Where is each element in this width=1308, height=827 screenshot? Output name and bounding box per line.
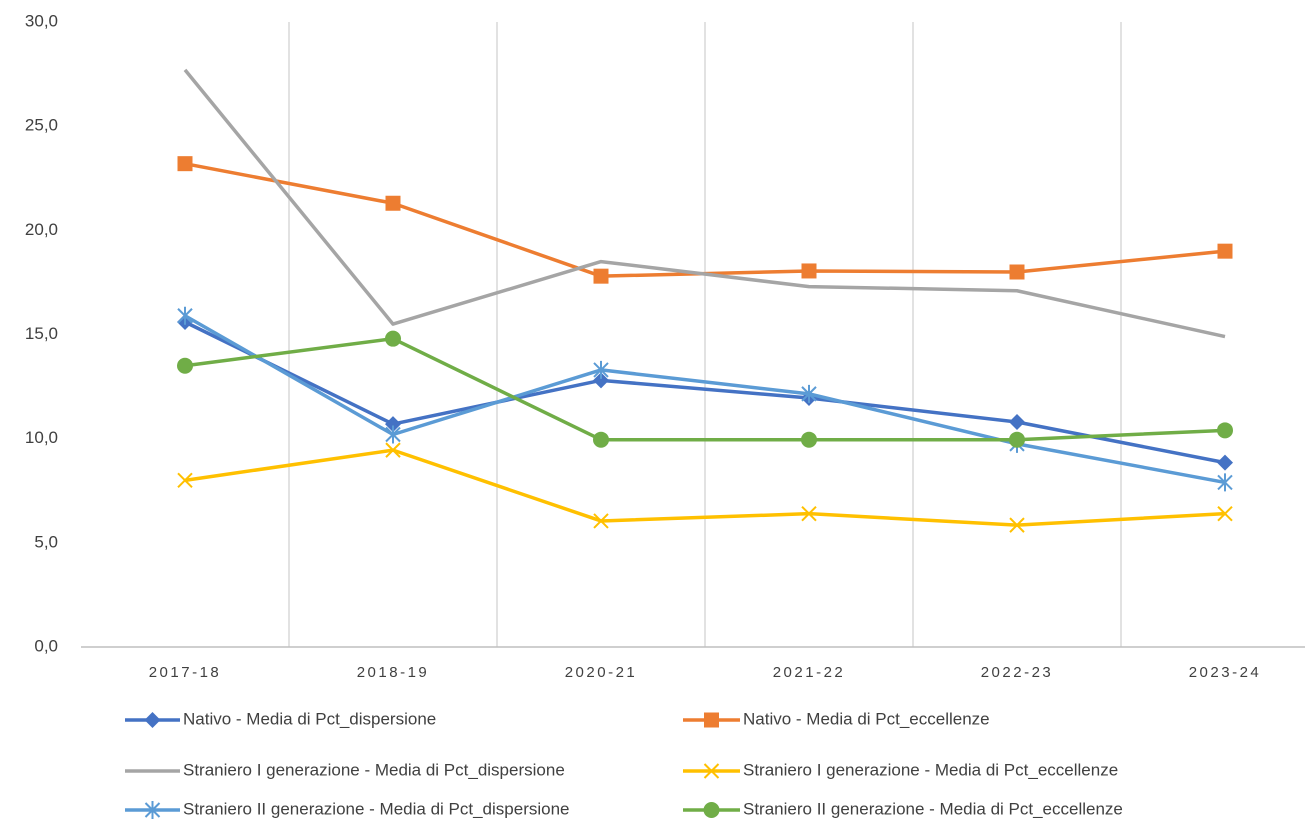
marker	[593, 268, 609, 284]
series-line	[183, 68, 1226, 339]
marker	[177, 357, 193, 374]
marker	[1009, 431, 1025, 448]
y-tick-label: 10,0	[25, 428, 58, 447]
series-line	[184, 448, 1226, 527]
y-tick-label: 15,0	[25, 324, 58, 343]
y-tick-label: 5,0	[34, 532, 58, 551]
marker	[593, 360, 609, 379]
legend-label: Straniero I generazione - Media di Pct_d…	[183, 760, 565, 779]
legend-marker	[144, 712, 161, 728]
marker	[177, 156, 193, 172]
marker	[593, 372, 609, 389]
series	[177, 330, 1233, 448]
marker	[593, 431, 609, 448]
marker	[801, 505, 817, 522]
legend-item: Straniero II generazione - Media di Pct_…	[125, 799, 570, 819]
marker	[1217, 505, 1233, 522]
x-tick-label: 2023-24	[1189, 664, 1262, 681]
marker	[801, 263, 817, 279]
marker	[593, 513, 609, 529]
marker	[801, 384, 817, 403]
legend-label: Straniero II generazione - Media di Pct_…	[743, 799, 1123, 818]
legend-label: Nativo - Media di Pct_eccellenze	[743, 709, 990, 728]
series-line	[184, 320, 1226, 465]
marker	[1217, 473, 1233, 492]
legend-label: Straniero I generazione - Media di Pct_e…	[743, 760, 1118, 779]
marker	[1009, 517, 1025, 533]
y-tick-label: 30,0	[25, 11, 58, 30]
legend-marker	[703, 763, 720, 779]
legend-label: Nativo - Media di Pct_dispersione	[183, 709, 436, 728]
legend-item: Straniero I generazione - Media di Pct_d…	[125, 760, 565, 779]
y-tick-label: 25,0	[25, 116, 58, 135]
marker	[1009, 264, 1025, 280]
marker	[385, 416, 401, 433]
marker	[1217, 454, 1233, 471]
marker	[801, 431, 817, 448]
legend-item: Straniero II generazione - Media di Pct_…	[683, 799, 1123, 818]
series-line	[184, 336, 1226, 442]
x-tick-label: 2022-23	[981, 664, 1054, 681]
legend-item: Nativo - Media di Pct_eccellenze	[683, 709, 990, 728]
marker	[1217, 422, 1233, 439]
legend-marker	[703, 802, 720, 818]
series	[177, 442, 1233, 533]
legend-label: Straniero II generazione - Media di Pct_…	[183, 799, 570, 818]
marker	[1217, 243, 1233, 259]
legend-item: Straniero I generazione - Media di Pct_e…	[683, 760, 1118, 779]
marker	[1009, 414, 1025, 430]
marker	[177, 306, 193, 325]
x-tick-label: 2017-18	[149, 664, 222, 681]
marker	[385, 442, 401, 458]
x-tick-label: 2021-22	[773, 664, 846, 681]
series-line	[184, 314, 1226, 485]
legend-marker	[144, 801, 161, 819]
legend-marker	[704, 712, 719, 728]
marker	[385, 330, 401, 347]
x-tick-label: 2018-19	[357, 664, 430, 681]
marker	[385, 425, 401, 444]
y-tick-label: 20,0	[25, 220, 58, 239]
marker	[385, 195, 401, 211]
legend-item: Nativo - Media di Pct_dispersione	[125, 709, 436, 728]
x-tick-label: 2020-21	[565, 664, 638, 681]
marker	[177, 472, 193, 489]
y-tick-label: 0,0	[34, 636, 58, 655]
series	[183, 68, 1226, 339]
